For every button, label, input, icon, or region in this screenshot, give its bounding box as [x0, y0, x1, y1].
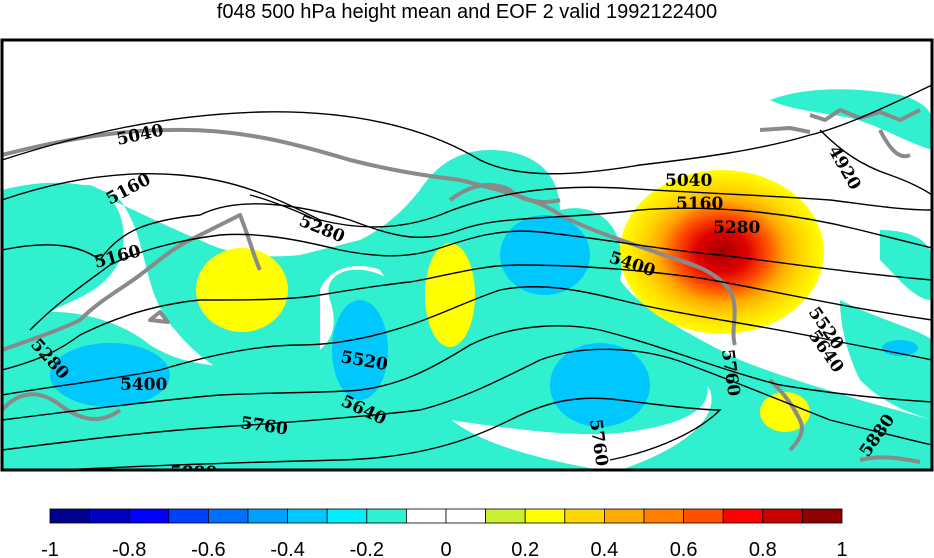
contour-label: 5040 — [665, 171, 712, 191]
height-contours — [2, 84, 932, 470]
colorbar-swatch — [128, 508, 170, 524]
eof-blue-regions — [50, 215, 918, 427]
colorbar-tick-label: -0.6 — [191, 539, 225, 558]
colorbar-tick-label: -1 — [41, 539, 59, 558]
colorbar-tick-label: 0.2 — [511, 539, 539, 558]
colorbar-swatch — [762, 508, 803, 524]
colorbar-tick-label: 0.8 — [749, 539, 777, 558]
colorbar — [49, 508, 843, 524]
colorbar-swatch — [405, 508, 447, 524]
colorbar-tick-label: 0.6 — [670, 539, 698, 558]
colorbar-swatch — [445, 508, 486, 524]
colorbar-swatch — [49, 508, 90, 524]
colorbar-tick-label: -0.4 — [270, 539, 304, 558]
colorbar-tick-label: -0.2 — [350, 539, 384, 558]
colorbar-tick-label: 0 — [440, 539, 451, 558]
colorbar-swatch — [564, 508, 605, 524]
coastlines — [2, 108, 921, 464]
colorbar-tick-label: 1 — [836, 539, 847, 558]
contour-label: 5280 — [713, 218, 760, 238]
colorbar-swatch — [722, 508, 764, 524]
colorbar-swatch — [168, 508, 209, 524]
eof-positive-regions — [196, 170, 824, 432]
plot-frame — [0, 38, 934, 472]
colorbar-swatch — [366, 508, 407, 524]
colorbar-labels: -1 -0.8 -0.6 -0.4 -0.2 0 0.2 0.4 0.6 0.8 1 — [41, 539, 847, 558]
contour-label: 5400 — [120, 375, 167, 395]
contour-label: 5160 — [676, 194, 723, 214]
colorbar-swatch — [287, 508, 328, 524]
colorbar-swatch — [207, 508, 249, 524]
colorbar-swatch — [485, 508, 526, 524]
plot-area: 5040 5160 5160 5280 5280 5400 5520 5640 … — [2, 40, 932, 483]
colorbar-tick-label: 0.4 — [590, 539, 618, 558]
colorbar-swatch — [326, 508, 368, 524]
colorbar-swatch — [89, 508, 130, 524]
colorbar-swatch — [604, 508, 645, 524]
colorbar-swatch — [802, 508, 843, 524]
colorbar-tick-label: -0.8 — [112, 539, 146, 558]
contour-label: 5880 — [170, 463, 217, 483]
colorbar-swatch — [524, 508, 566, 524]
map-title: f048 500 hPa height mean and EOF 2 valid… — [216, 1, 718, 23]
colorbar-swatch — [247, 508, 288, 524]
colorbar-swatch — [643, 508, 684, 524]
colorbar-swatch — [683, 508, 724, 524]
